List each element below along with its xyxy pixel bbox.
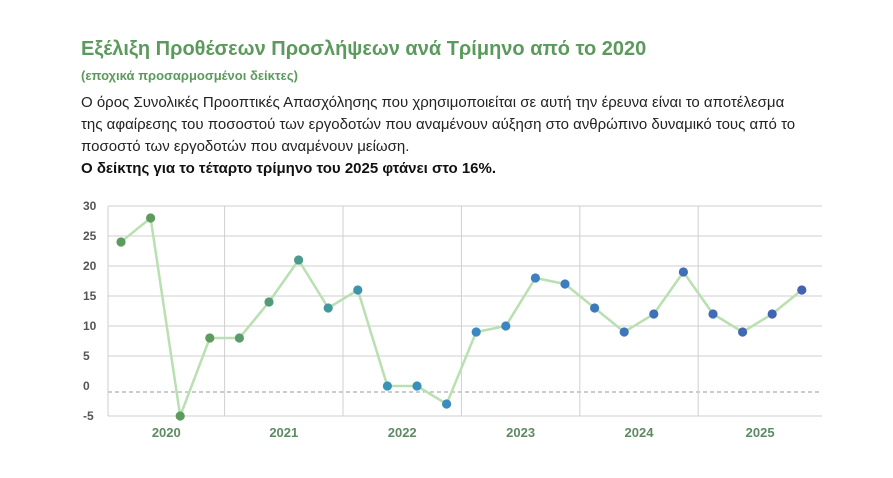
data-point	[590, 303, 600, 313]
description-highlight: Ο δείκτης για το τέταρτο τρίμηνο του 202…	[81, 160, 497, 177]
y-tick-label: 10	[83, 319, 97, 333]
x-tick-label: 2024	[625, 425, 655, 440]
data-point	[146, 213, 156, 223]
y-tick-label: 25	[83, 229, 97, 243]
data-point	[294, 255, 304, 265]
chart-title: Εξέλιξη Προθέσεων Προσλήψεων ανά Τρίμηνο…	[81, 38, 647, 60]
data-point	[116, 237, 126, 247]
data-point	[175, 411, 185, 421]
data-point	[797, 285, 807, 295]
data-point	[353, 285, 363, 295]
x-tick-label: 2021	[269, 425, 298, 440]
y-tick-label: 20	[83, 259, 97, 273]
series-line	[120, 216, 803, 418]
data-point	[738, 327, 748, 337]
data-point	[678, 267, 689, 277]
data-point	[264, 297, 274, 307]
data-point	[471, 327, 481, 337]
y-tick-label: 0	[83, 379, 90, 393]
data-point	[560, 279, 570, 289]
data-point	[412, 381, 422, 391]
data-point	[619, 327, 629, 337]
data-point	[323, 303, 333, 313]
chart-subtitle: (εποχικά προσαρμοσμένοι δείκτες)	[81, 68, 298, 83]
data-point	[205, 333, 215, 343]
data-point	[501, 321, 511, 331]
data-point	[767, 309, 777, 319]
y-tick-label: 15	[83, 289, 97, 303]
y-tick-label: 5	[83, 349, 90, 363]
data-point	[708, 309, 718, 319]
data-point	[530, 273, 541, 283]
chart-description: Ο όρος Συνολικές Προοπτικές Απασχόλησης …	[81, 92, 801, 180]
y-tick-label: 30	[83, 199, 97, 213]
description-text: Ο όρος Συνολικές Προοπτικές Απασχόλησης …	[81, 94, 796, 155]
data-point	[234, 333, 244, 343]
x-tick-label: 2022	[388, 425, 417, 440]
x-tick-label: 2023	[506, 425, 535, 440]
data-point	[382, 381, 392, 391]
y-tick-label: -5	[83, 409, 94, 423]
x-tick-label: 2020	[152, 425, 181, 440]
data-point	[649, 309, 659, 319]
x-tick-label: 2025	[746, 425, 775, 440]
data-point	[442, 399, 452, 409]
